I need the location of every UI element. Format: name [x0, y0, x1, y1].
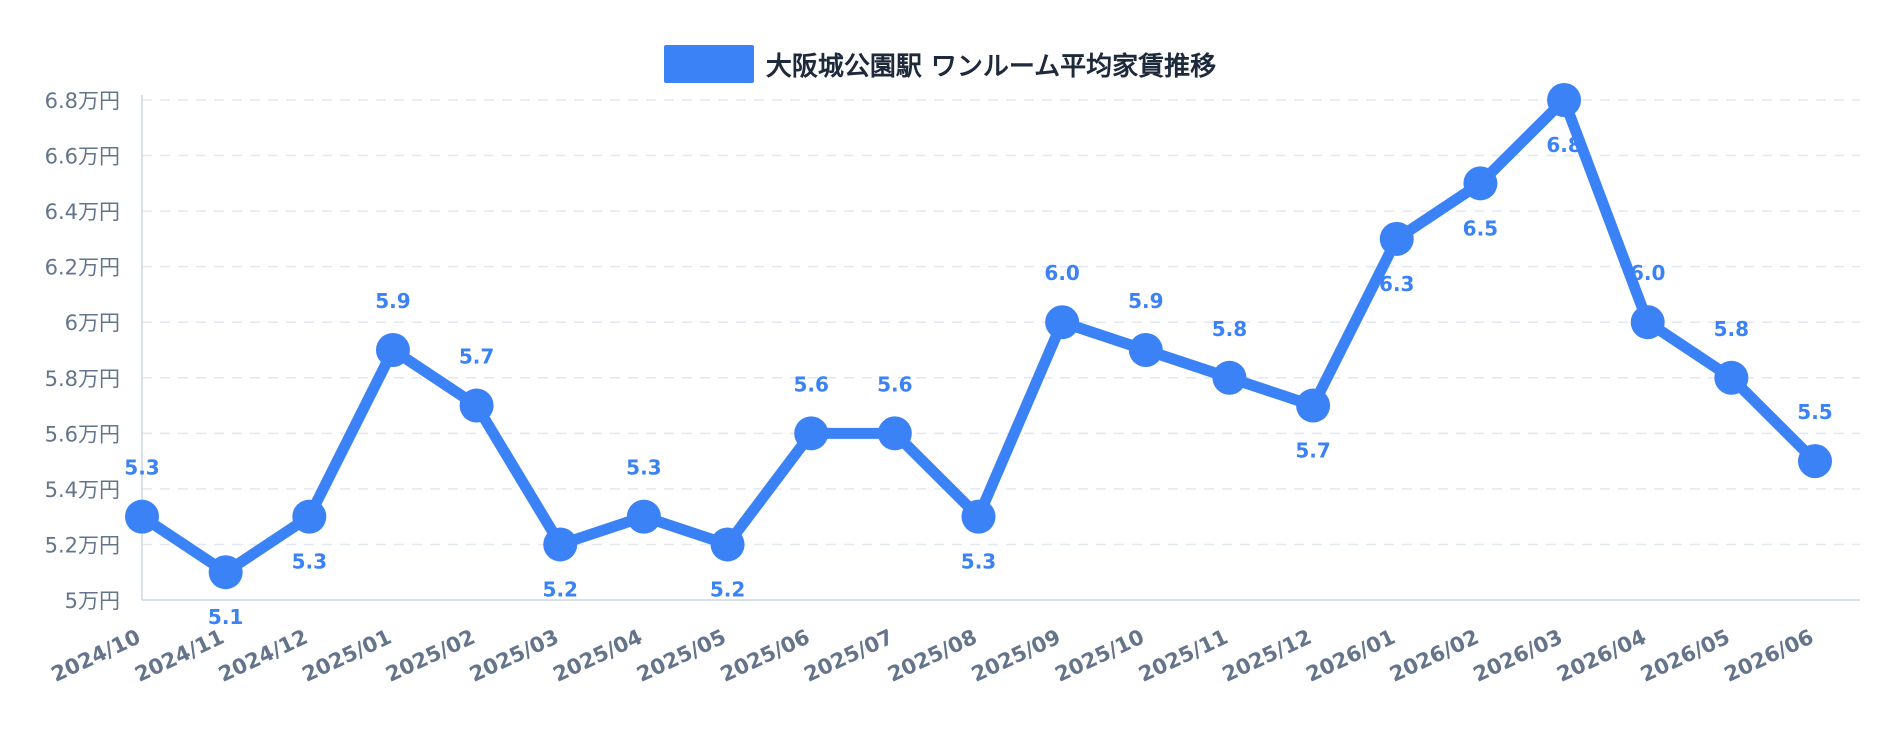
x-tick-label: 2025/09 — [968, 625, 1065, 687]
data-label: 5.2 — [543, 577, 578, 601]
y-tick-label: 6万円 — [65, 311, 120, 335]
y-tick-label: 5万円 — [65, 589, 120, 613]
data-label: 6.8 — [1546, 133, 1581, 157]
data-point — [1547, 83, 1582, 117]
data-point — [1296, 388, 1331, 423]
data-point — [1630, 305, 1665, 340]
y-tick-label: 5.8万円 — [45, 367, 120, 391]
x-tick-label: 2026/06 — [1721, 625, 1818, 687]
data-label: 5.3 — [292, 550, 327, 574]
data-label: 6.5 — [1463, 216, 1498, 240]
x-tick-label: 2025/08 — [884, 625, 981, 687]
y-tick-label: 5.4万円 — [45, 478, 120, 502]
data-point — [1798, 444, 1832, 479]
data-point — [1212, 360, 1247, 395]
data-point — [1379, 221, 1414, 256]
legend-swatch — [663, 45, 754, 83]
x-tick-label: 2025/01 — [299, 625, 396, 687]
data-label: 5.1 — [208, 605, 243, 629]
x-tick-label: 2024/12 — [215, 625, 312, 687]
x-tick-label: 2025/03 — [466, 625, 563, 687]
data-point — [877, 416, 912, 451]
data-label: 5.9 — [1128, 289, 1163, 313]
data-point — [1128, 333, 1163, 367]
data-label: 5.6 — [877, 372, 912, 396]
data-label: 6.3 — [1379, 272, 1414, 296]
data-point — [1714, 360, 1749, 395]
data-label: 5.5 — [1797, 400, 1832, 424]
x-tick-label: 2025/02 — [382, 625, 479, 687]
data-point — [292, 499, 327, 534]
x-tick-label: 2025/11 — [1135, 625, 1232, 687]
data-label: 5.3 — [124, 456, 159, 480]
data-point — [1463, 166, 1498, 201]
x-tick-label: 2024/10 — [48, 625, 145, 687]
x-tick-label: 2026/05 — [1637, 625, 1734, 687]
data-label: 5.7 — [459, 345, 494, 369]
data-label: 5.3 — [961, 550, 996, 574]
data-point — [1045, 305, 1080, 340]
data-point — [208, 555, 243, 590]
data-point — [543, 527, 578, 562]
data-label: 5.3 — [626, 456, 661, 480]
y-tick-label: 6.6万円 — [45, 145, 120, 169]
x-tick-label: 2026/04 — [1553, 625, 1650, 687]
data-label: 5.9 — [375, 289, 410, 313]
data-point — [626, 499, 661, 534]
data-point — [375, 333, 410, 367]
x-tick-label: 2025/12 — [1219, 625, 1316, 687]
data-label: 5.8 — [1212, 317, 1247, 341]
data-label: 5.2 — [710, 577, 745, 601]
data-point — [710, 527, 745, 562]
y-tick-label: 5.6万円 — [45, 422, 120, 446]
data-label: 5.8 — [1714, 317, 1749, 341]
x-tick-label: 2025/10 — [1051, 625, 1148, 687]
data-point — [125, 499, 159, 534]
data-point — [459, 388, 494, 423]
x-tick-label: 2025/04 — [549, 625, 646, 687]
x-tick-label: 2025/07 — [800, 625, 897, 687]
y-tick-label: 6.2万円 — [45, 256, 120, 280]
data-point — [961, 499, 996, 534]
x-tick-label: 2024/11 — [131, 625, 228, 687]
x-tick-label: 2025/06 — [717, 625, 814, 687]
x-tick-label: 2026/02 — [1386, 625, 1483, 687]
data-point — [794, 416, 829, 451]
x-tick-label: 2025/05 — [633, 625, 730, 687]
data-label: 5.7 — [1295, 439, 1330, 463]
x-tick-label: 2026/03 — [1470, 625, 1567, 687]
y-tick-label: 6.8万円 — [45, 89, 120, 113]
legend-label: 大阪城公園駅 ワンルーム平均家賃推移 — [765, 51, 1217, 82]
data-label: 6.0 — [1630, 261, 1665, 285]
data-label: 5.6 — [793, 372, 828, 396]
y-tick-label: 5.2万円 — [45, 533, 120, 557]
legend[interactable]: 大阪城公園駅 ワンルーム平均家賃推移 — [0, 45, 1880, 83]
y-tick-label: 6.4万円 — [45, 200, 120, 224]
x-tick-label: 2026/01 — [1302, 625, 1399, 687]
data-label: 6.0 — [1044, 261, 1079, 285]
